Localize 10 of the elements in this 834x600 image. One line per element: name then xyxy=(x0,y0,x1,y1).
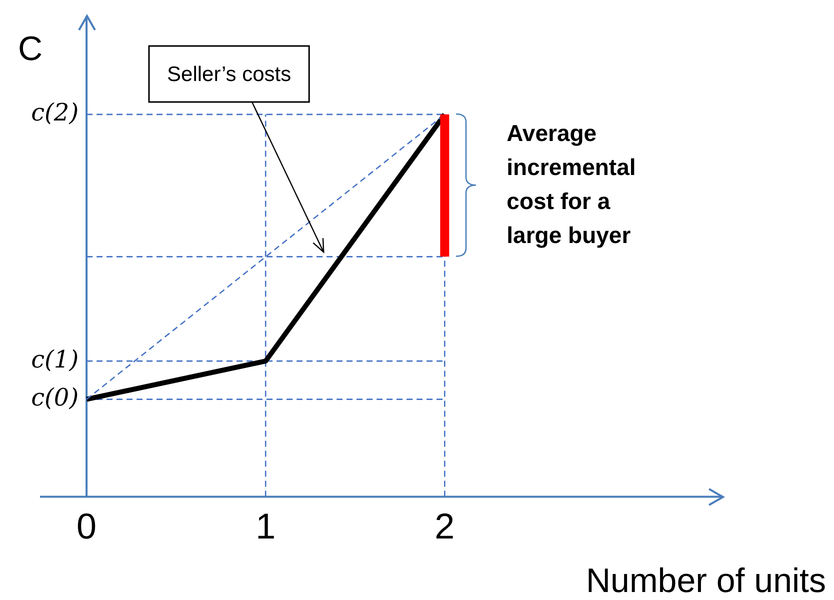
x-tick-label: 2 xyxy=(434,505,455,546)
ref-line-label: c(0) xyxy=(31,384,79,412)
annotation: Average incremental cost for a large buyer xyxy=(506,120,636,248)
ref-line-label: c(1) xyxy=(31,345,79,374)
x-tick-label: 0 xyxy=(76,505,97,546)
x-tick-label: 1 xyxy=(256,505,276,546)
x-axis-title: Number of units xyxy=(586,562,826,600)
text: Seller’s costs xyxy=(166,62,292,86)
y-axis-title: C xyxy=(18,30,43,68)
ref-line-label: c(2) xyxy=(31,98,79,127)
